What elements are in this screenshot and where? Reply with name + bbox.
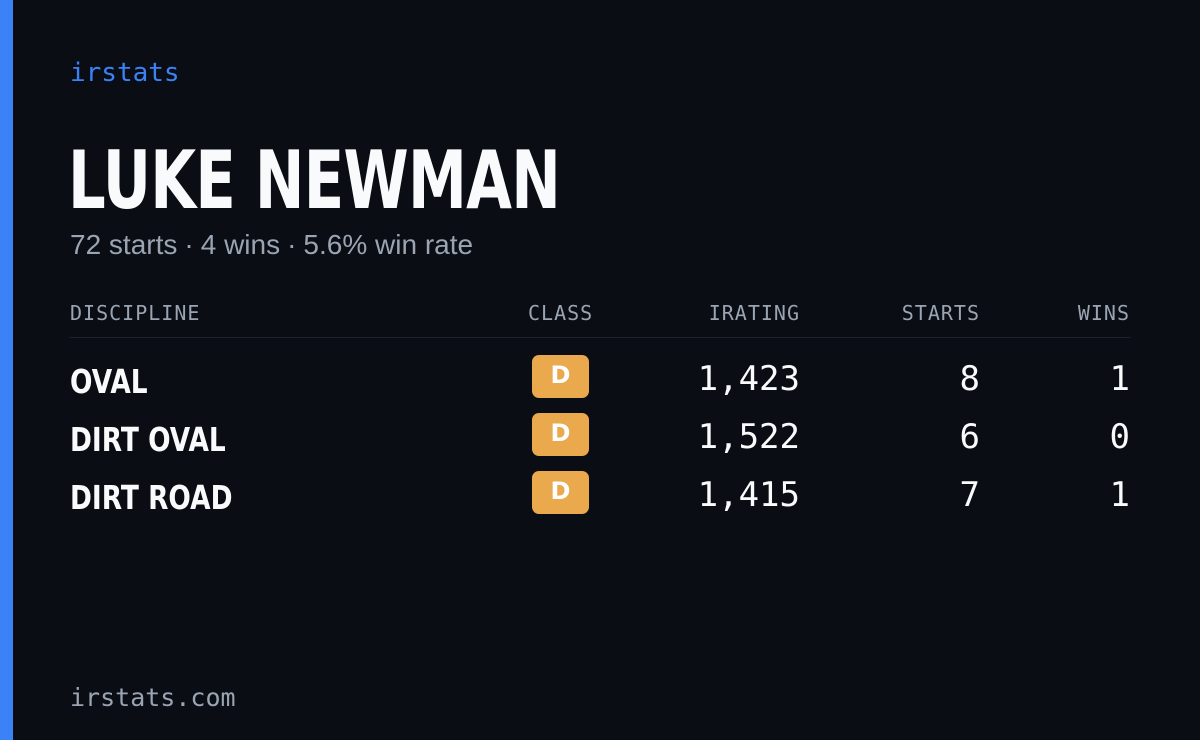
column-header-class: CLASS	[528, 301, 594, 325]
brand-name: irstats	[70, 58, 180, 88]
class-badge: D	[532, 471, 589, 514]
class-badge: D	[532, 355, 589, 398]
irating-value: 1,415	[697, 475, 800, 515]
irating-value: 1,522	[697, 417, 800, 457]
driver-summary: 72 starts · 4 wins · 5.6% win rate	[70, 228, 473, 262]
starts-value: 6	[959, 417, 980, 457]
table-row: OVAL D 1,423 8 1	[70, 338, 1130, 401]
win-rate-summary: 5.6% win rate	[303, 229, 474, 260]
wins-value: 0	[1109, 417, 1130, 457]
separator: ·	[287, 229, 297, 260]
wins-summary: 4 wins	[200, 229, 281, 260]
class-badge: D	[532, 413, 589, 456]
footer-url: irstats.com	[70, 683, 236, 712]
discipline-name: OVAL	[70, 362, 148, 401]
starts-value: 7	[959, 475, 980, 515]
discipline-table: DISCIPLINE CLASS IRATING STARTS WINS OVA…	[70, 300, 1130, 517]
column-header-wins: WINS	[1077, 301, 1130, 325]
separator: ·	[184, 229, 194, 260]
driver-name: LUKE NEWMAN	[68, 134, 561, 227]
discipline-name: DIRT OVAL	[70, 420, 226, 459]
discipline-name: DIRT ROAD	[70, 478, 233, 517]
accent-bar	[0, 0, 13, 740]
column-header-irating: IRATING	[708, 301, 800, 325]
column-header-discipline: DISCIPLINE	[70, 301, 201, 325]
table-row: DIRT OVAL D 1,522 6 0	[70, 396, 1130, 459]
table-row: DIRT ROAD D 1,415 7 1	[70, 454, 1130, 517]
column-header-starts: STARTS	[901, 301, 980, 325]
table-header: DISCIPLINE CLASS IRATING STARTS WINS	[70, 300, 1130, 338]
wins-value: 1	[1109, 475, 1130, 515]
starts-value: 8	[959, 359, 980, 399]
wins-value: 1	[1109, 359, 1130, 399]
starts-summary: 72 starts	[70, 229, 178, 260]
irating-value: 1,423	[697, 359, 800, 399]
